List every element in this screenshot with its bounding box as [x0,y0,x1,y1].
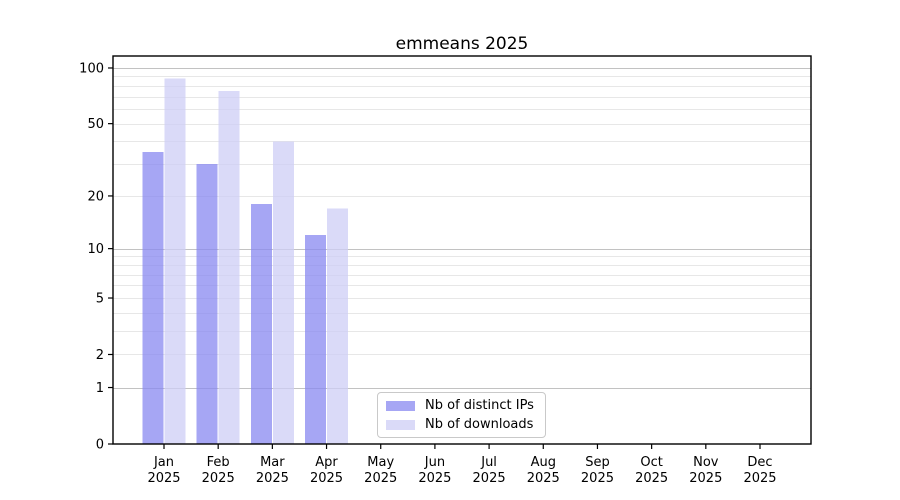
bar-nb-of-distinct-ips-mar [250,204,272,444]
y-tick-label: 5 [96,292,104,307]
x-tick-label-month-jun: Jun [424,455,445,470]
legend-swatch-downloads [386,419,415,430]
bar-nb-of-downloads-apr [327,208,349,444]
bar-nb-of-downloads-jan [164,78,186,444]
chart-title: emmeans 2025 [395,34,529,54]
x-tick-label-month-aug: Aug [531,455,556,470]
x-tick-label-year-may: 2025 [364,471,397,486]
x-tick-label-month-may: May [367,455,394,470]
y-tick-label: 10 [87,242,104,257]
x-tick-label-month-sep: Sep [585,455,610,470]
x-tick-label-month-feb: Feb [207,455,230,470]
y-tick-label: 20 [87,189,104,204]
x-tick-label-month-jul: Jul [480,455,497,470]
x-tick-label-year-jul: 2025 [473,471,506,486]
x-tick-label-year-dec: 2025 [743,471,776,486]
bar-nb-of-downloads-mar [272,141,294,445]
legend-label-distinct-ips: Nb of distinct IPs [425,398,534,413]
x-tick-label-year-oct: 2025 [635,471,668,486]
x-tick-label-year-jan: 2025 [147,471,180,486]
x-tick-label-month-jan: Jan [153,455,174,470]
x-tick-label-year-jun: 2025 [418,471,451,486]
x-tick-label-year-feb: 2025 [202,471,235,486]
legend-swatch-distinct-ips [386,400,415,411]
y-tick-label: 100 [79,61,104,76]
x-tick-label-month-oct: Oct [640,455,662,470]
x-tick-label-year-mar: 2025 [256,471,289,486]
legend-item-downloads: Nb of downloads [378,418,545,432]
x-tick-label-month-apr: Apr [315,455,338,470]
y-tick-label: 0 [96,438,104,453]
x-tick-label-year-aug: 2025 [527,471,560,486]
x-tick-label-year-apr: 2025 [310,471,343,486]
plot-frame [112,55,812,445]
bar-nb-of-downloads-feb [218,91,240,444]
x-tick-label-year-sep: 2025 [581,471,614,486]
bar-nb-of-distinct-ips-feb [196,164,218,444]
legend-label-downloads: Nb of downloads [425,417,534,432]
bar-nb-of-distinct-ips-apr [305,235,327,444]
y-tick-label: 2 [96,348,104,363]
y-tick-label: 50 [87,117,104,132]
x-tick-label-month-mar: Mar [260,455,285,470]
x-tick-label-month-nov: Nov [693,455,719,470]
x-tick-label-month-dec: Dec [747,455,772,470]
legend-item-distinct-ips: Nb of distinct IPs [378,399,545,413]
y-tick-label: 1 [96,381,104,396]
legend: Nb of distinct IPs Nb of downloads [377,392,546,438]
bar-nb-of-distinct-ips-jan [142,152,164,445]
x-tick-label-year-nov: 2025 [689,471,722,486]
